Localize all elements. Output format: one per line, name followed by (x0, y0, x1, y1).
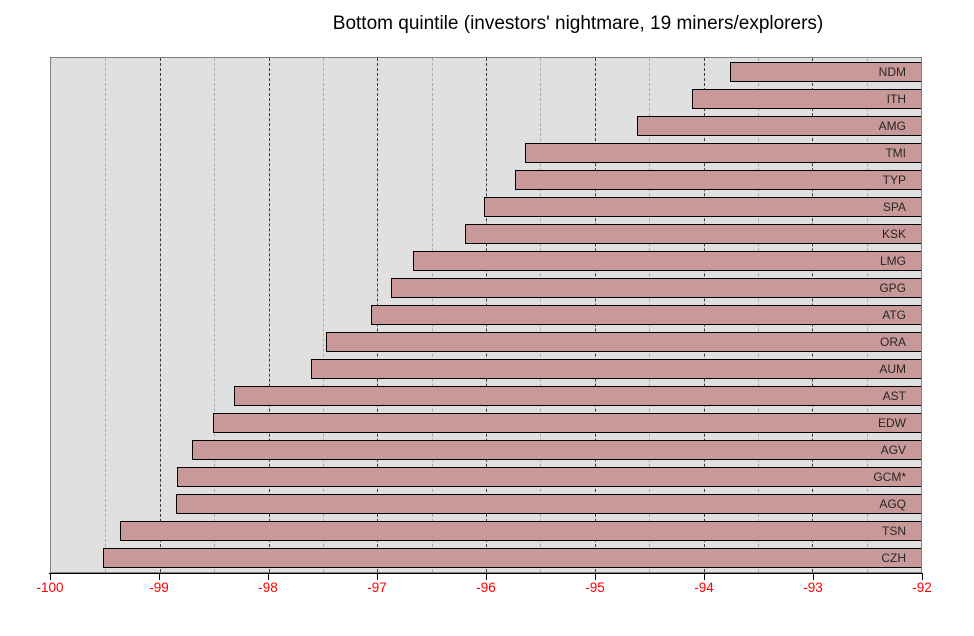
bar-row: EDW (51, 410, 921, 437)
bar-row: TSN (51, 518, 921, 545)
x-axis-tick (812, 574, 814, 580)
bar-label: ORA (879, 335, 906, 350)
x-axis-tick-label: -95 (585, 580, 605, 595)
bar: GPG (391, 277, 921, 298)
bar: TSN (119, 521, 921, 542)
bar-label: ATG (882, 307, 906, 322)
x-axis-line (49, 573, 923, 574)
bar-row: AST (51, 383, 921, 410)
bar-label: LMG (879, 253, 906, 268)
x-axis-ticks (49, 574, 923, 581)
bar-row: AGV (51, 437, 921, 464)
bar: KSK (465, 223, 921, 244)
bar-row: ATG (51, 301, 921, 328)
bar-row: SPA (51, 193, 921, 220)
x-axis-tick-label: -100 (36, 580, 64, 595)
x-axis-tick-labels: -100 -99 -98 -97 -96 -95 -94 -93 -92 (36, 580, 931, 598)
bar: ITH (691, 88, 921, 109)
x-axis-tick (703, 574, 705, 580)
bar-row: AGQ (51, 491, 921, 518)
bar-row: TYP (51, 166, 921, 193)
bar: GCM* (177, 467, 921, 488)
bar-label: GCM* (873, 470, 906, 485)
x-axis-tick-label: -93 (803, 580, 823, 595)
bar: AUM (310, 359, 921, 380)
bar: CZH (103, 548, 921, 569)
major-gridline (268, 58, 270, 572)
bar-label: TSN (882, 524, 906, 539)
x-axis-tick-label: -92 (912, 580, 932, 595)
x-axis-tick-label: -99 (149, 580, 169, 595)
x-axis-tick-label: -96 (476, 580, 496, 595)
bar-row: ORA (51, 329, 921, 356)
minor-gridline (214, 58, 216, 572)
x-axis-tick (158, 574, 160, 580)
bar-row: ITH (51, 85, 921, 112)
bars-layer: NDM ITH AMG TMI TYP SPA KSK LMG GPG ATG ORA AUM AST E… (51, 58, 921, 572)
bar-label: AGV (880, 443, 906, 458)
bar-label: AMG (878, 118, 906, 133)
bar-label: NDM (878, 64, 906, 79)
x-axis-tick (921, 574, 923, 580)
bar-label: AST (882, 389, 906, 404)
bar: AGV (192, 440, 921, 461)
minor-gridline (322, 58, 324, 572)
bar: ATG (370, 304, 921, 325)
bar: SPA (483, 196, 921, 217)
bar-label: AGQ (879, 497, 906, 512)
bar-label: SPA (882, 199, 906, 214)
bar: AST (233, 386, 921, 407)
bar: EDW (213, 413, 921, 434)
bar-label: TMI (885, 145, 906, 160)
bar-row: AMG (51, 112, 921, 139)
bar-label: GPG (879, 280, 906, 295)
bar-label: TYP (882, 172, 906, 187)
bar: TMI (525, 142, 921, 163)
bar: NDM (729, 61, 921, 82)
bar-label: KSK (881, 226, 906, 241)
bar: ORA (326, 332, 921, 353)
x-axis-tick-label: -94 (694, 580, 714, 595)
bar: AMG (637, 115, 921, 136)
bar-row: TMI (51, 139, 921, 166)
minor-gridline (105, 58, 107, 572)
bar-row: NDM (51, 58, 921, 85)
bar-row: LMG (51, 247, 921, 274)
plot-area: NDM ITH AMG TMI TYP SPA KSK LMG GPG ATG ORA AUM AST E… (50, 57, 922, 573)
bar: TYP (515, 169, 921, 190)
chart-title: Bottom quintile (investors' nightmare, 1… (332, 13, 824, 34)
x-axis-tick-label: -97 (367, 580, 387, 595)
bar-label: CZH (881, 551, 906, 566)
bar-row: AUM (51, 356, 921, 383)
bar-row: CZH (51, 545, 921, 572)
bar-row: KSK (51, 220, 921, 247)
x-axis-tick (485, 574, 487, 580)
bar-row: GCM* (51, 464, 921, 491)
bar-label: AUM (879, 362, 906, 377)
bar-label: EDW (878, 416, 906, 431)
bar-row: GPG (51, 274, 921, 301)
x-axis-tick (49, 574, 51, 580)
x-axis-tick (376, 574, 378, 580)
bar-label: ITH (886, 91, 906, 106)
bar: LMG (413, 250, 921, 271)
x-axis-tick (594, 574, 596, 580)
bar: AGQ (176, 494, 921, 515)
major-gridline (159, 58, 161, 572)
x-axis-tick (267, 574, 269, 580)
x-axis-tick-label: -98 (258, 580, 278, 595)
